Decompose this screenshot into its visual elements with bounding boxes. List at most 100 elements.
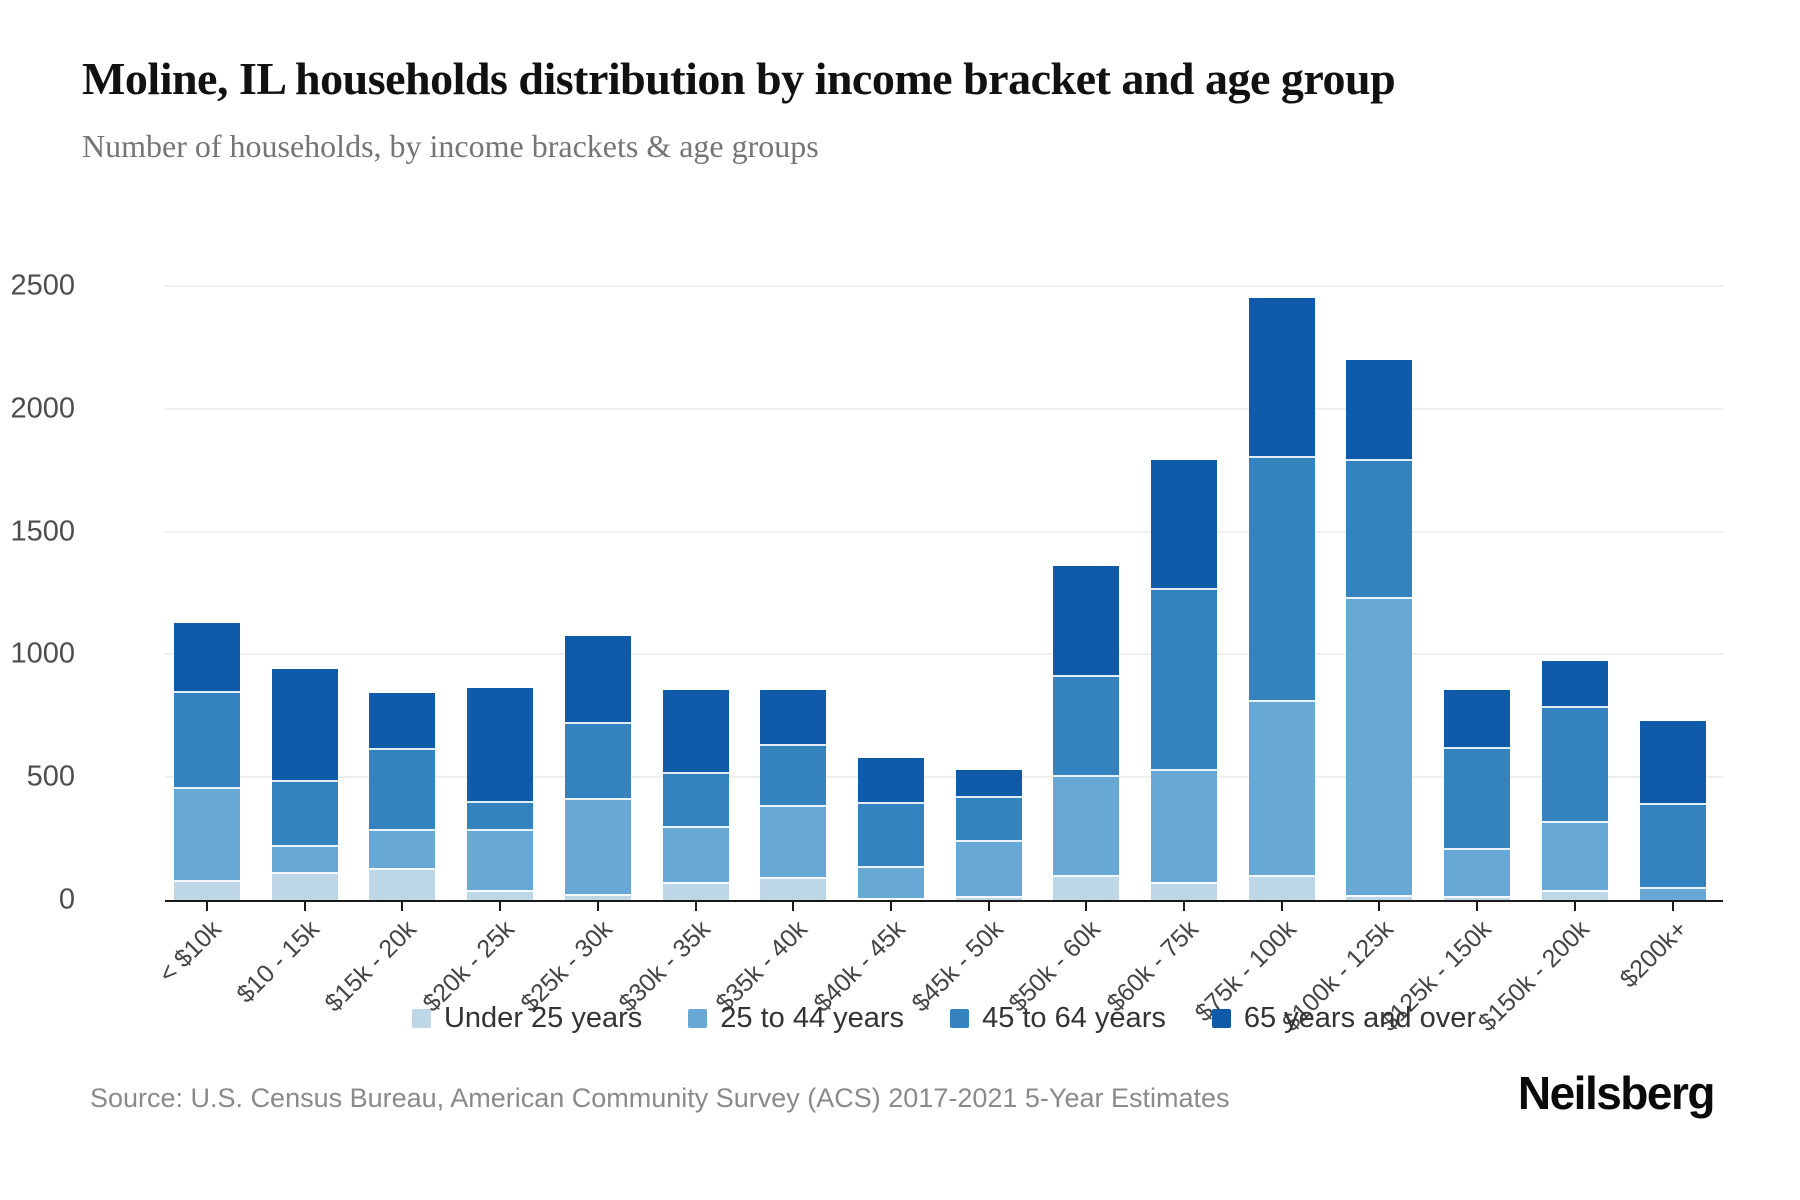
bar-segment[interactable]	[1444, 746, 1511, 849]
bar-column[interactable]	[1541, 660, 1608, 900]
bar-segment[interactable]	[1346, 895, 1413, 900]
bar-segment[interactable]	[369, 747, 436, 829]
bar-segment[interactable]	[1541, 821, 1608, 891]
bar-segment[interactable]	[662, 826, 729, 882]
bar-column[interactable]	[760, 690, 827, 900]
legend-item[interactable]: 45 to 64 years	[950, 1002, 1166, 1035]
bar-column[interactable]	[467, 687, 534, 900]
bar-segment[interactable]	[1248, 298, 1315, 456]
bar-column[interactable]	[1151, 460, 1217, 900]
bar-segment[interactable]	[564, 721, 631, 799]
bar-column[interactable]	[1444, 690, 1511, 900]
bar-segment[interactable]	[1444, 848, 1511, 897]
bar-segment[interactable]	[1346, 596, 1413, 896]
page-subtitle: Number of households, by income brackets…	[82, 128, 819, 164]
bar-segment[interactable]	[1053, 566, 1120, 676]
bar-segment[interactable]	[271, 871, 338, 900]
bar-column[interactable]	[1346, 359, 1413, 900]
bar-segment[interactable]	[1444, 690, 1511, 747]
bar-segment[interactable]	[467, 800, 534, 829]
bar-segment[interactable]	[760, 805, 827, 877]
bar-column[interactable]	[955, 769, 1022, 900]
bar-segment[interactable]	[564, 893, 631, 900]
bar-segment[interactable]	[955, 896, 1022, 900]
bar-segment[interactable]	[1053, 774, 1120, 876]
bar-segment[interactable]	[662, 772, 729, 827]
x-axis-tick	[1280, 900, 1283, 911]
bar-segment[interactable]	[1151, 588, 1217, 769]
bar-segment[interactable]	[1346, 359, 1413, 460]
bar-segment[interactable]	[760, 876, 827, 900]
bar-segment[interactable]	[369, 692, 436, 748]
legend-label: 45 to 64 years	[982, 1002, 1166, 1034]
bar-segment[interactable]	[271, 844, 338, 872]
bar-segment[interactable]	[662, 881, 729, 900]
chart-plot-area: 0 500 1000 1500 2000 2500	[10, 270, 1723, 916]
y-axis-tick-label: 2500	[10, 269, 75, 302]
x-axis-tick	[1085, 900, 1088, 911]
bar-segment[interactable]	[467, 687, 534, 801]
bar-segment[interactable]	[174, 787, 240, 881]
chart-legend: Under 25 years 25 to 44 years 45 to 64 yea…	[165, 1002, 1723, 1035]
bar-segment[interactable]	[1541, 660, 1608, 706]
gridline	[165, 653, 1723, 656]
bar-segment[interactable]	[1151, 881, 1217, 900]
y-axis-tick-label: 0	[58, 883, 75, 916]
bar-segment[interactable]	[1639, 886, 1706, 900]
bar-column[interactable]	[564, 636, 631, 900]
bar-segment[interactable]	[271, 669, 338, 780]
bar-segment[interactable]	[369, 828, 436, 869]
bar-column[interactable]	[662, 690, 729, 900]
bar-segment[interactable]	[857, 897, 924, 900]
x-axis-tick	[694, 900, 697, 911]
bar-segment[interactable]	[1151, 768, 1217, 882]
bar-segment[interactable]	[857, 757, 924, 802]
bar-segment[interactable]	[1444, 896, 1511, 900]
bar-segment[interactable]	[955, 769, 1022, 796]
gridline	[165, 776, 1723, 779]
bar-segment[interactable]	[174, 622, 240, 692]
bar-column[interactable]	[1053, 566, 1120, 900]
bar-column[interactable]	[369, 692, 436, 900]
bar-segment[interactable]	[1248, 699, 1315, 876]
brand-logo[interactable]: Neilsberg	[1517, 1067, 1716, 1119]
bar-segment[interactable]	[1248, 875, 1315, 900]
bar-segment[interactable]	[564, 636, 631, 722]
bar-segment[interactable]	[467, 828, 534, 891]
bar-segment[interactable]	[1151, 460, 1217, 589]
bar-segment[interactable]	[564, 798, 631, 894]
legend-item[interactable]: 65 years and over	[1211, 1002, 1476, 1035]
bar-segment[interactable]	[955, 795, 1022, 840]
bar-segment[interactable]	[1639, 720, 1706, 803]
bar-segment[interactable]	[369, 868, 436, 900]
bar-segment[interactable]	[760, 744, 827, 806]
bar-segment[interactable]	[955, 839, 1022, 897]
bar-segment[interactable]	[1053, 675, 1120, 775]
bar-segment[interactable]	[857, 801, 924, 866]
bar-segment[interactable]	[1248, 455, 1315, 700]
x-axis-tick	[889, 900, 892, 911]
legend-item[interactable]: 25 to 44 years	[688, 1002, 904, 1035]
legend-swatch-icon	[411, 1009, 431, 1028]
x-axis-line	[165, 900, 1723, 902]
bar-segment[interactable]	[174, 880, 240, 900]
bar-segment[interactable]	[1346, 459, 1413, 597]
bar-column[interactable]	[857, 757, 924, 900]
bar-segment[interactable]	[760, 690, 827, 745]
bar-column[interactable]	[1639, 720, 1706, 900]
bar-column[interactable]	[1248, 298, 1315, 900]
legend-swatch-icon	[1211, 1009, 1231, 1028]
bar-column[interactable]	[174, 622, 240, 900]
legend-item[interactable]: Under 25 years	[411, 1002, 642, 1035]
bar-segment[interactable]	[1541, 706, 1608, 822]
bar-segment[interactable]	[857, 865, 924, 898]
bar-segment[interactable]	[271, 779, 338, 845]
bar-segment[interactable]	[1639, 803, 1706, 887]
bar-column[interactable]	[271, 669, 338, 900]
bar-segment[interactable]	[1053, 875, 1120, 900]
bar-segment[interactable]	[662, 690, 729, 773]
bar-segment[interactable]	[1541, 890, 1608, 900]
bar-segment[interactable]	[174, 691, 240, 788]
x-axis-tick	[596, 900, 599, 911]
bar-segment[interactable]	[467, 890, 534, 900]
